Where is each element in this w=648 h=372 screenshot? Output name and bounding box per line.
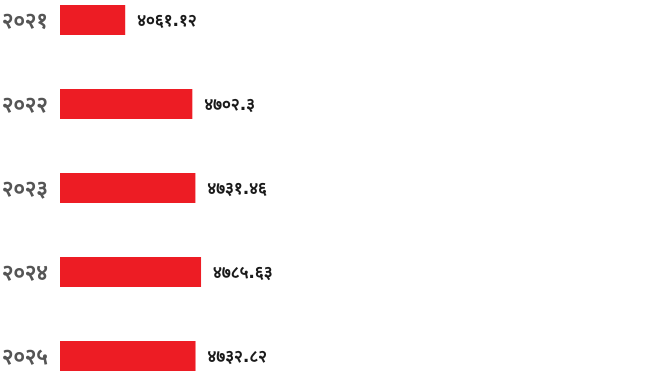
value-label: ४७०२.३ <box>204 95 255 115</box>
year-label: २०२३ <box>2 177 48 202</box>
year-label: २०२४ <box>2 261 48 286</box>
bar <box>60 5 126 35</box>
value-label: ४७३१.४६ <box>207 179 267 199</box>
bar <box>60 173 196 203</box>
year-label: २०२५ <box>2 345 48 370</box>
year-label: २०२१ <box>2 9 48 34</box>
value-label: ४७३२.८२ <box>208 347 267 367</box>
value-label: ४०६१.१२ <box>137 11 197 31</box>
bar <box>60 257 202 287</box>
value-label: ४७८५.६३ <box>213 263 273 283</box>
bar <box>60 341 196 371</box>
year-label: २०२२ <box>2 93 48 118</box>
bar <box>60 89 193 119</box>
